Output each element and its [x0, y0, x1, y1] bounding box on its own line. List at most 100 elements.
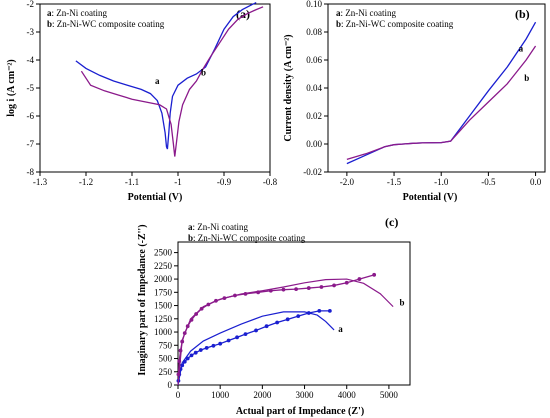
data-point-b: [178, 348, 183, 353]
legend-entry: a: Zn-Ni coating: [336, 8, 397, 18]
data-point-b: [206, 302, 211, 307]
data-point-a: [193, 350, 198, 355]
data-point-b: [182, 331, 187, 335]
legend-colon: :: [193, 233, 198, 243]
legend-key: b: [188, 233, 193, 243]
y-tick-label: 0.10: [306, 0, 322, 9]
legend-colon: :: [193, 222, 198, 232]
data-point-a: [185, 356, 190, 361]
data-point-b: [222, 296, 227, 301]
data-point-a: [204, 346, 209, 350]
data-point-b: [281, 287, 286, 292]
legend-entry: b: Zn-Ni-WC composite coating: [188, 233, 306, 243]
x-tick-label: -0.5: [481, 177, 496, 187]
x-tick-label: -1.1: [125, 177, 139, 187]
panel-c: 0 1000 2000 3000 4000 5000 0 250 500 750 1000 1250 1…: [137, 215, 411, 417]
y-tick-label: 1250: [154, 314, 173, 324]
legend-key: a: [188, 222, 193, 232]
data-point-a: [306, 311, 311, 315]
data-point-b: [194, 312, 199, 316]
data-point-b: [357, 277, 362, 281]
data-point-a: [285, 317, 290, 322]
data-point-a: [218, 341, 223, 346]
data-point-b: [319, 285, 324, 289]
y-tick-label: 2500: [154, 248, 173, 258]
y-tick-label: 0.08: [306, 27, 322, 37]
data-point-b: [306, 286, 311, 290]
data-point-b: [256, 290, 261, 295]
x-tick-label: 2000: [253, 390, 272, 400]
x-tick-label: 1000: [211, 390, 230, 400]
legend-label: Zn-Ni coating: [56, 8, 107, 18]
legend-entry: b: Zn-Ni-WC composite coating: [336, 19, 454, 29]
y-tick-label: 0.04: [306, 83, 322, 93]
data-point-a: [254, 328, 258, 333]
data-point-a: [189, 353, 194, 358]
x-axis-label: Actual part of Impedance (Z'): [236, 406, 364, 417]
curve-label-b: b: [524, 73, 529, 83]
legend-label: Zn-Ni coating: [197, 222, 248, 232]
data-point-b: [372, 272, 377, 277]
legend-key: a: [336, 8, 341, 18]
y-tick-label: -6: [27, 111, 35, 121]
panel-a: -1.3 -1.2 -1.1 -1 -0.9 -0.8 -8 -7 -6 -5 -4 -3 -2 Pote…: [6, 0, 278, 203]
legend-colon: :: [52, 8, 57, 18]
x-tick-label: -0.8: [263, 177, 278, 187]
legend-label: Zn-Ni-WC composite coating: [198, 233, 306, 243]
legend-label: Zn-Ni-WC composite coating: [346, 19, 454, 29]
x-tick-label: 0.0: [530, 177, 542, 187]
panel-b: -2.0 -1.5 -1.0 -0.5 0.0 -0.02 0.00 0.02 0.04 0.06…: [283, 0, 546, 203]
x-tick-label: -1.0: [434, 177, 449, 187]
data-point-b: [344, 280, 349, 285]
y-tick-label: 1500: [154, 301, 173, 311]
x-axis-label: Potential (V): [403, 192, 458, 203]
data-point-a: [211, 343, 216, 348]
y-tick-label: 250: [159, 367, 173, 377]
data-point-b: [214, 298, 218, 303]
series-line-b: [346, 45, 537, 161]
y-tick-label: -3: [27, 27, 35, 37]
legend-key: a: [47, 8, 52, 18]
y-tick-label: 0: [168, 380, 173, 390]
legend-key: b: [47, 19, 52, 29]
x-tick-label: -2.0: [340, 177, 355, 187]
data-point-a: [198, 348, 203, 352]
y-tick-label: 0.00: [306, 139, 322, 149]
x-tick-label: -1.3: [33, 177, 48, 187]
panel-label: (b): [515, 7, 530, 21]
legend-colon: :: [341, 8, 346, 18]
curve-label-a: a: [519, 44, 524, 54]
data-point-a: [296, 314, 301, 319]
plot-frame: [327, 3, 546, 173]
y-tick-label: 2250: [154, 261, 173, 271]
y-tick-label: 0.02: [306, 111, 322, 121]
curve-label-b: b: [201, 67, 206, 77]
y-tick-label: 1750: [154, 287, 173, 297]
data-point-b: [243, 292, 248, 296]
data-point-b: [180, 339, 185, 344]
y-tick-label: -2: [27, 0, 35, 9]
data-point-a: [235, 335, 239, 340]
data-point-a: [243, 332, 248, 337]
legend-colon: :: [52, 19, 57, 29]
panel-label: (a): [236, 7, 250, 21]
y-tick-label: 1000: [154, 327, 173, 337]
y-tick-label: -5: [27, 83, 35, 93]
data-point-b: [332, 283, 336, 288]
y-tick-label: 0.06: [306, 55, 322, 65]
data-point-a: [182, 359, 187, 364]
fit-line-a: [177, 311, 335, 386]
y-tick-label: -4: [27, 55, 35, 65]
data-point-a: [264, 324, 269, 329]
y-axis-label: log i (A cm⁻²): [6, 59, 17, 116]
y-tick-label: 2000: [154, 274, 173, 284]
data-point-b: [294, 287, 299, 292]
y-axis-label: Imaginary part of Impedance (-Z''): [137, 224, 148, 375]
x-tick-label: 0: [176, 390, 181, 400]
data-point-b: [233, 293, 237, 298]
data-point-b: [177, 359, 182, 364]
curve-label-a: a: [338, 324, 343, 334]
x-tick-label: 5000: [380, 390, 399, 400]
data-point-b: [176, 372, 181, 377]
